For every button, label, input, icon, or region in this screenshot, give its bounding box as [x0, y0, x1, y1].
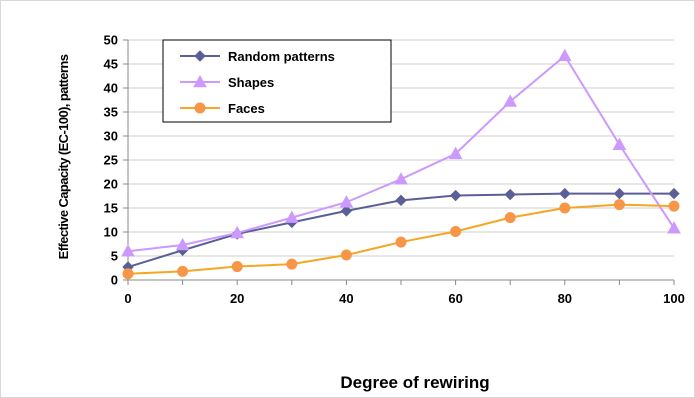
data-point: [503, 94, 518, 107]
y-tick-label: 35: [104, 105, 118, 120]
x-tick-label: 80: [558, 291, 572, 306]
series-faces: [122, 199, 680, 280]
data-point: [667, 221, 681, 234]
data-point: [394, 172, 408, 185]
y-tick-label: 15: [104, 201, 118, 216]
y-tick-label: 10: [104, 225, 118, 240]
series-random-patterns: [122, 187, 680, 273]
data-point: [668, 200, 680, 212]
x-axis-label: Degree of rewiring: [340, 373, 489, 392]
data-point: [504, 212, 516, 224]
legend: Random patterns Shapes Faces: [162, 39, 392, 123]
data-point: [395, 194, 407, 207]
data-point: [121, 244, 135, 257]
axes: [123, 39, 675, 285]
data-point: [504, 188, 516, 201]
data-point: [230, 225, 245, 239]
legend-label: Random patterns: [228, 49, 335, 64]
legend-label: Faces: [228, 101, 265, 116]
legend-marker: [193, 74, 207, 88]
x-tick-label: 60: [448, 291, 462, 306]
y-tick-label: 45: [104, 57, 118, 72]
y-tick-label: 5: [111, 249, 118, 264]
y-tick-label: 50: [104, 33, 118, 48]
x-tick-label: 40: [339, 291, 353, 306]
legend-label: Shapes: [228, 75, 274, 90]
data-point: [122, 268, 134, 280]
data-point: [231, 261, 243, 273]
legend-marker: [194, 50, 206, 62]
data-point: [613, 187, 626, 200]
y-tick-labels: 0 5 10 15 20 25 30 35 40 45 50: [104, 33, 118, 288]
data-point: [339, 195, 354, 208]
data-point: [557, 48, 572, 62]
data-point: [559, 202, 571, 214]
data-point: [559, 187, 571, 200]
data-point: [613, 199, 625, 211]
y-tick-label: 30: [104, 129, 118, 144]
data-point: [340, 249, 352, 261]
y-tick-label: 25: [104, 153, 118, 168]
data-point: [340, 205, 353, 217]
y-tick-label: 20: [104, 177, 118, 192]
data-point: [284, 210, 299, 223]
series-lines: [121, 48, 681, 280]
y-tick-label: 40: [104, 81, 118, 96]
data-point: [395, 236, 407, 248]
x-tick-label: 20: [230, 291, 244, 306]
data-point: [286, 258, 298, 270]
data-point: [448, 146, 463, 160]
y-tick-label: 0: [111, 273, 118, 288]
data-point: [668, 187, 680, 200]
x-tick-label: 100: [663, 291, 685, 306]
x-tick-label: 0: [124, 291, 131, 306]
series-shapes: [121, 48, 681, 257]
x-tick-labels: 0 20 40 60 80 100: [124, 291, 684, 306]
data-point: [450, 226, 462, 238]
legend-marker: [194, 102, 206, 114]
data-point: [177, 265, 189, 277]
data-point: [449, 189, 462, 202]
data-point: [612, 137, 627, 150]
data-point: [175, 237, 190, 251]
y-axis-label: Effective Capacity (EC-100), patterns: [56, 54, 71, 259]
